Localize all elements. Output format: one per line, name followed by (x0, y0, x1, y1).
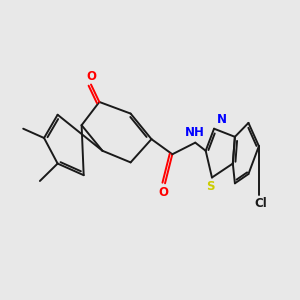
Text: O: O (159, 186, 169, 199)
Text: S: S (206, 180, 215, 193)
Text: NH: NH (185, 126, 205, 139)
Text: O: O (86, 70, 96, 83)
Text: Cl: Cl (254, 197, 267, 210)
Text: N: N (216, 113, 226, 126)
